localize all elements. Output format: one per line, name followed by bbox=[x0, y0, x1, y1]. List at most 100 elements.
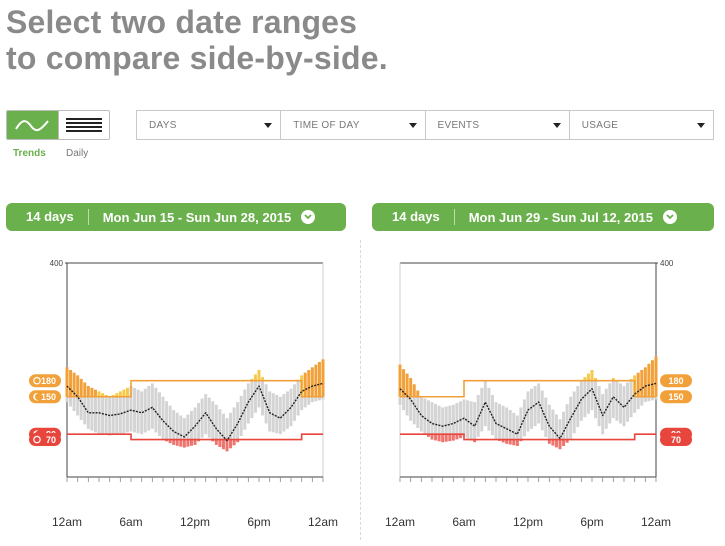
range-band-bar bbox=[572, 391, 576, 434]
range-band-bar bbox=[586, 380, 590, 414]
range-band-bar bbox=[133, 387, 137, 433]
daily-label[interactable]: Daily bbox=[66, 148, 89, 159]
range-band-bar bbox=[501, 405, 505, 440]
range-band-bar bbox=[214, 404, 218, 440]
low-excursion-bar bbox=[455, 434, 459, 440]
high-excursion-bar bbox=[125, 387, 129, 397]
x-tick-label: 12pm bbox=[513, 515, 543, 529]
chart-divider bbox=[360, 240, 361, 540]
headline-line-2: to compare side-by-side. bbox=[6, 40, 388, 76]
high-excursion-bar bbox=[72, 372, 76, 397]
x-tick-label: 12am bbox=[308, 515, 338, 529]
range-band-bar bbox=[147, 386, 151, 431]
low-excursion-bar bbox=[547, 439, 551, 444]
range-band-bar bbox=[412, 396, 416, 425]
trends-view-button[interactable] bbox=[7, 111, 58, 139]
range-band-bar bbox=[650, 396, 654, 401]
threshold-label-180: 180 bbox=[668, 376, 683, 386]
high-excursion-bar bbox=[93, 389, 97, 397]
range-band-bar bbox=[65, 396, 69, 403]
low-excursion-bar bbox=[473, 439, 477, 443]
glucose-trend-chart-2: 400180150807012am6am12pm6pm12am bbox=[370, 245, 715, 545]
low-excursion-bar bbox=[186, 439, 190, 447]
high-excursion-bar bbox=[79, 378, 83, 397]
y-tick-label: 400 bbox=[660, 259, 674, 268]
daily-view-button[interactable] bbox=[57, 111, 109, 139]
threshold-label-150: 150 bbox=[668, 392, 683, 402]
high-excursion-bar bbox=[611, 378, 615, 381]
low-excursion-bar bbox=[168, 439, 172, 444]
range-band-bar bbox=[416, 396, 420, 428]
range-band-bar bbox=[76, 396, 80, 416]
low-excursion-bar bbox=[229, 439, 233, 449]
events-filter-dropdown[interactable]: EVENTS bbox=[426, 111, 570, 139]
range-band-bar bbox=[271, 393, 275, 433]
low-excursion-bar bbox=[218, 439, 222, 448]
range-band-bar bbox=[512, 412, 516, 440]
trends-label[interactable]: Trends bbox=[13, 148, 46, 159]
high-excursion-bar bbox=[405, 373, 409, 397]
range-band-bar bbox=[643, 396, 647, 403]
range-band-bar bbox=[590, 380, 594, 411]
high-excursion-bar bbox=[590, 370, 594, 381]
date-range-selector-2[interactable]: 14 days Mon Jun 29 - Sun Jul 12, 2015 bbox=[372, 203, 714, 231]
low-excursion-bar bbox=[554, 439, 558, 448]
low-excursion-bar bbox=[505, 439, 509, 444]
threshold-label-70: 70 bbox=[46, 435, 56, 445]
range-band-bar bbox=[458, 401, 462, 435]
x-tick-label: 6pm bbox=[247, 515, 270, 529]
range-band-bar bbox=[157, 392, 161, 436]
threshold-badge-70 bbox=[660, 433, 692, 447]
low-excursion-bar bbox=[189, 439, 193, 446]
caret-down-icon bbox=[408, 122, 417, 128]
high-excursion-bar bbox=[122, 389, 126, 397]
moon-icon bbox=[33, 392, 39, 401]
high-excursion-bar bbox=[650, 360, 654, 397]
caret-down-icon bbox=[264, 122, 273, 128]
time-of-day-filter-dropdown[interactable]: TIME OF DAY bbox=[281, 111, 426, 139]
usage-filter-dropdown[interactable]: USAGE bbox=[570, 111, 713, 139]
high-excursion-bar bbox=[86, 386, 90, 397]
high-excursion-bar bbox=[629, 378, 633, 381]
range-band-bar bbox=[118, 396, 122, 435]
high-target-line bbox=[67, 379, 323, 398]
threshold-label-70: 70 bbox=[671, 435, 681, 445]
range-band-bar bbox=[647, 396, 651, 402]
caret-down-icon bbox=[552, 122, 561, 128]
range-band-bar bbox=[562, 411, 566, 440]
low-excursion-bar bbox=[515, 439, 519, 446]
low-excursion-bar bbox=[214, 439, 218, 445]
range-band-bar bbox=[476, 394, 480, 437]
range-band-bar bbox=[229, 412, 233, 440]
low-excursion-bar bbox=[179, 439, 183, 447]
range-band-bar bbox=[537, 383, 541, 424]
range-band-bar bbox=[232, 407, 236, 440]
range-band-bar bbox=[565, 404, 569, 440]
range-2-dates: Mon Jun 29 - Sun Jul 12, 2015 bbox=[468, 209, 653, 225]
sun-icon bbox=[33, 376, 41, 385]
range-band-bar bbox=[218, 409, 222, 440]
range-band-bar bbox=[402, 396, 406, 411]
range-band-bar bbox=[161, 396, 165, 440]
range-band-bar bbox=[86, 396, 90, 429]
days-filter-dropdown[interactable]: DAYS bbox=[137, 111, 282, 139]
range-1-days: 14 days bbox=[6, 209, 89, 225]
range-band-bar bbox=[583, 380, 587, 418]
range-band-bar bbox=[423, 398, 427, 435]
high-excursion-bar bbox=[594, 378, 598, 381]
high-excursion-bar bbox=[83, 382, 87, 397]
date-range-selector-1[interactable]: 14 days Mon Jun 15 - Sun Jun 28, 2015 bbox=[6, 203, 346, 231]
range-band-bar bbox=[253, 380, 257, 413]
range-band-bar bbox=[526, 391, 530, 432]
range-band-bar bbox=[303, 396, 307, 408]
high-target-line bbox=[400, 379, 656, 398]
range-band-bar bbox=[204, 394, 208, 435]
low-excursion-bar bbox=[441, 434, 445, 443]
sun-icon bbox=[33, 435, 41, 444]
range-band-bar bbox=[622, 386, 626, 427]
high-excursion-bar bbox=[69, 370, 73, 397]
range-band-bar bbox=[615, 380, 619, 421]
high-excursion-bar bbox=[412, 384, 416, 397]
low-excursion-bar bbox=[182, 439, 186, 448]
range-band-bar bbox=[594, 380, 598, 419]
